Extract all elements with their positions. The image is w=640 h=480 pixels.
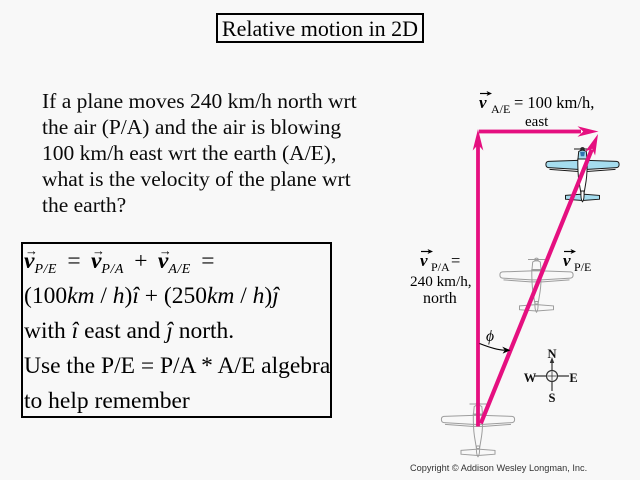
svg-text:Copyright © Addison Wesley Lon: Copyright © Addison Wesley Longman, Inc. — [410, 463, 587, 473]
svg-text:east: east — [525, 114, 549, 130]
svg-text:v: v — [420, 251, 428, 270]
svg-text:240 km/h,: 240 km/h, — [410, 273, 472, 290]
svg-text:E: E — [569, 371, 577, 385]
svg-text:P/E: P/E — [574, 260, 591, 274]
svg-text:north: north — [423, 290, 457, 307]
svg-text:N: N — [547, 347, 556, 361]
svg-text:= 100 km/h,: = 100 km/h, — [514, 93, 594, 112]
svg-text:W: W — [524, 371, 537, 385]
svg-text:ϕ: ϕ — [486, 328, 494, 345]
svg-text:A/E: A/E — [491, 102, 510, 116]
svg-text:P/A: P/A — [431, 260, 450, 274]
svg-text:S: S — [549, 391, 556, 405]
svg-text:v: v — [479, 93, 487, 112]
svg-text:v: v — [563, 251, 571, 270]
svg-text:=: = — [451, 251, 460, 270]
